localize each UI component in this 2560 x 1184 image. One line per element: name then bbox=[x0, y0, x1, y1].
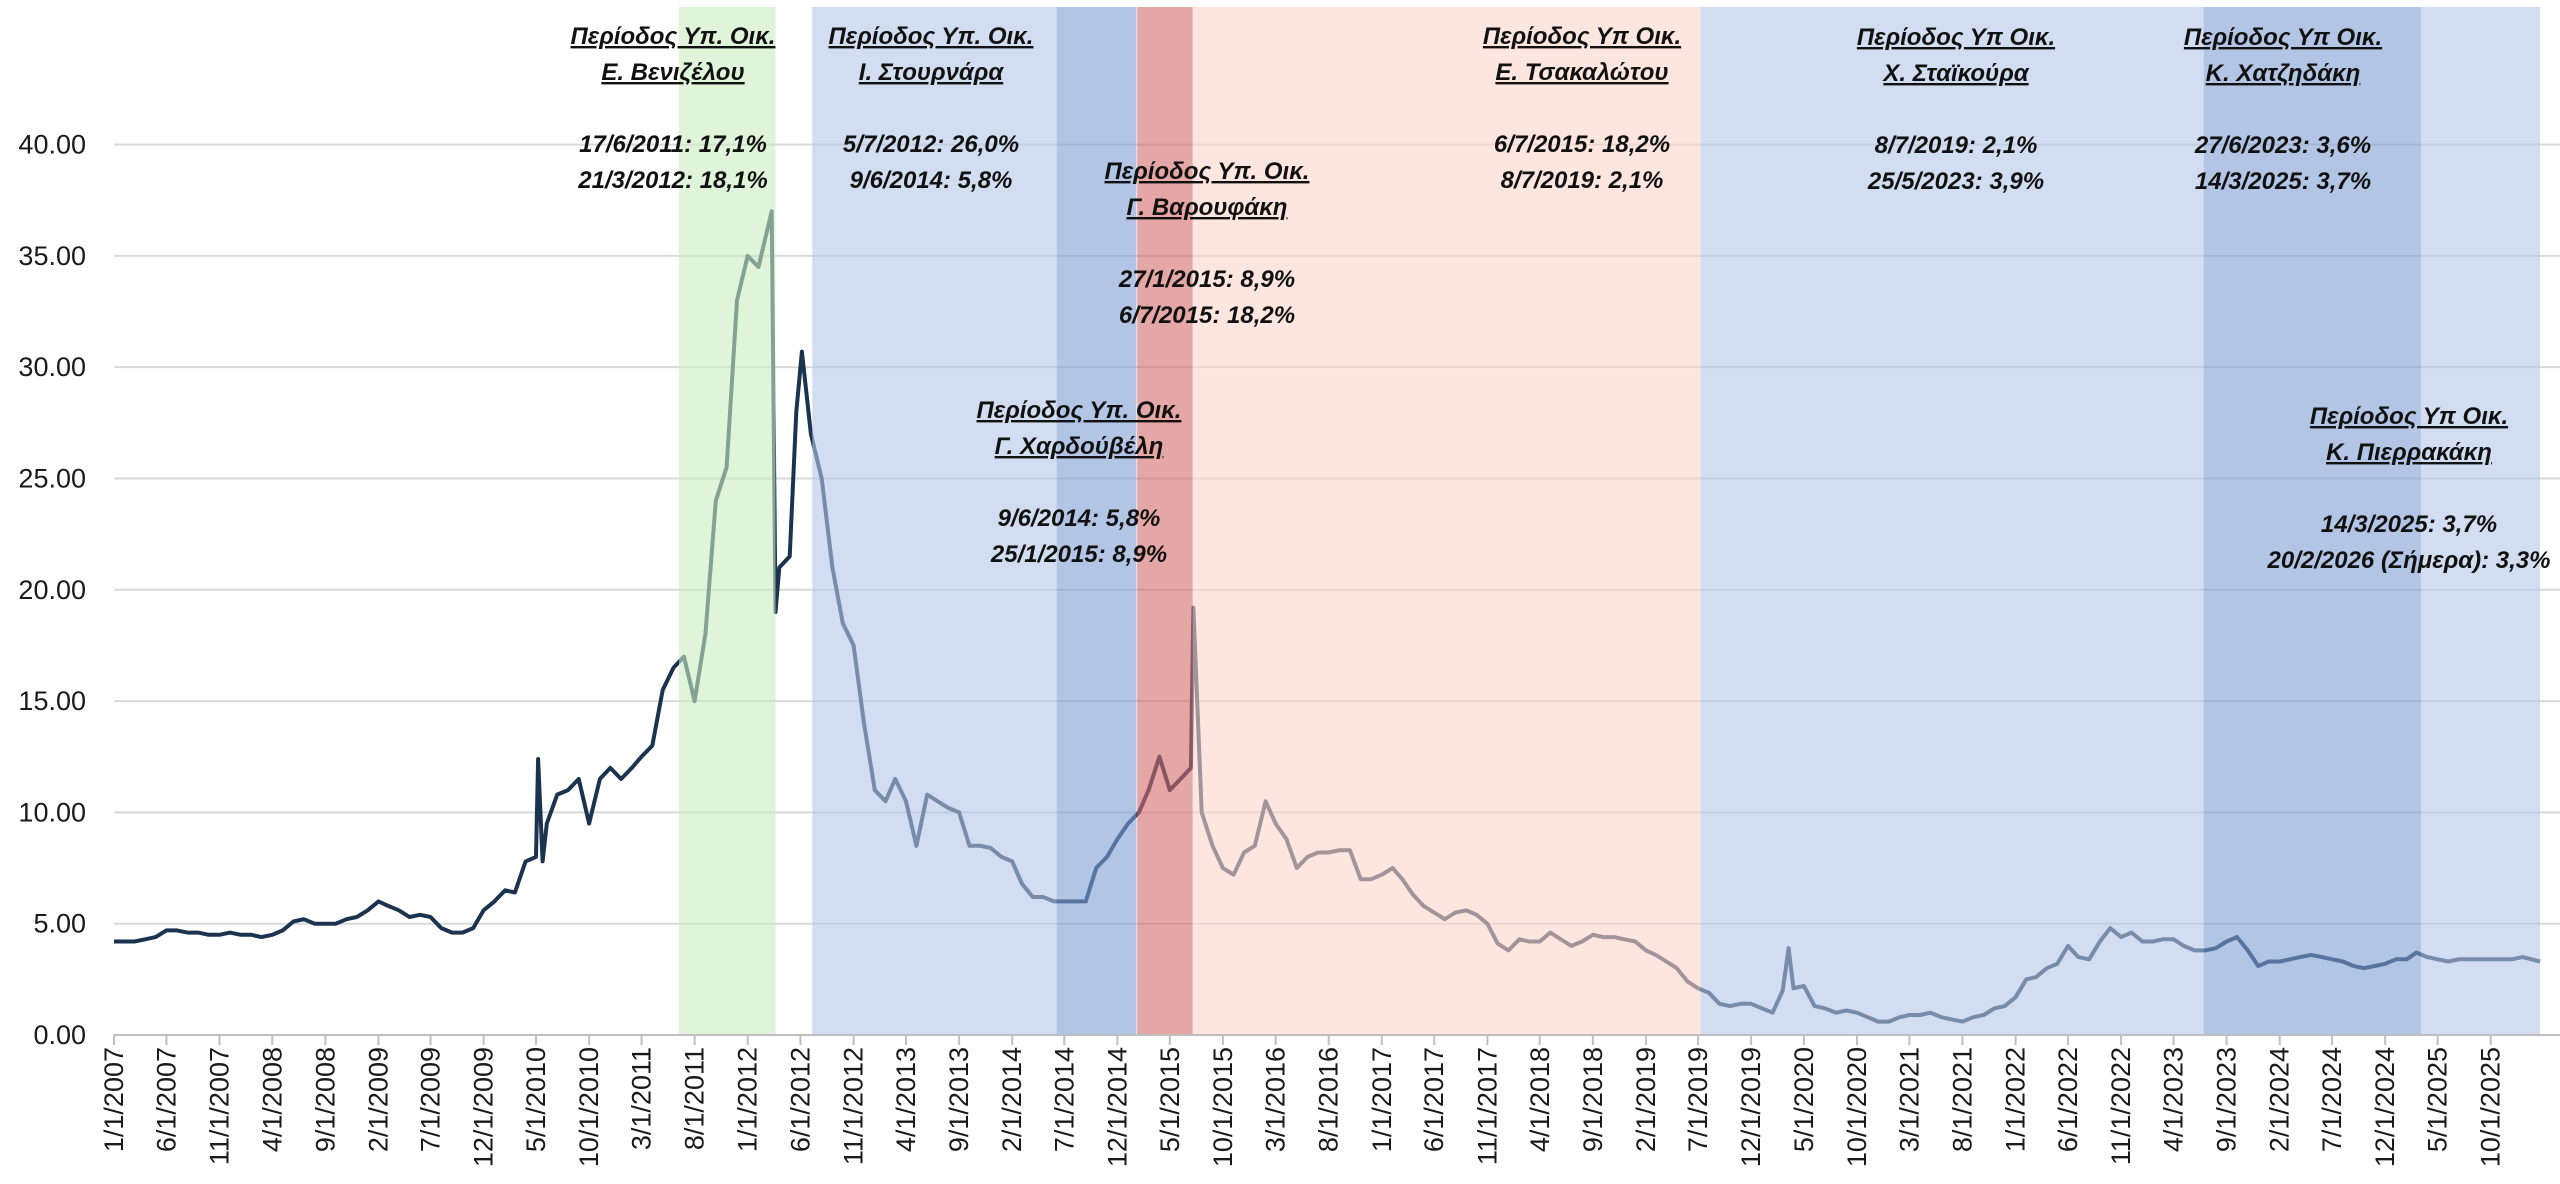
x-tick-label: 5/1/2010 bbox=[521, 1047, 551, 1152]
period-title: Περίοδος Υπ. Οικ. bbox=[571, 23, 776, 50]
x-tick-label: 4/1/2018 bbox=[1525, 1047, 1555, 1152]
period-title: Περίοδος Υπ Οικ. bbox=[1483, 23, 1681, 50]
period-title: Περίοδος Υπ. Οικ. bbox=[1105, 158, 1310, 185]
x-tick-label: 1/1/2022 bbox=[2001, 1047, 2031, 1152]
x-tick-label: 2/1/2024 bbox=[2265, 1047, 2295, 1152]
period-values: 9/6/2014: 5,8% bbox=[998, 505, 1161, 532]
y-tick-label: 15.00 bbox=[18, 686, 86, 716]
x-tick-label: 11/1/2022 bbox=[2106, 1047, 2136, 1165]
period-values: 5/7/2012: 26,0% bbox=[843, 131, 1019, 158]
x-tick-label: 10/1/2015 bbox=[1208, 1047, 1238, 1167]
period-title: Κ. Χατζηδάκη bbox=[2206, 60, 2361, 87]
period-values: 8/7/2019: 2,1% bbox=[1875, 132, 2038, 159]
period-values: 8/7/2019: 2,1% bbox=[1501, 167, 1664, 194]
x-tick-label: 9/1/2023 bbox=[2212, 1047, 2242, 1152]
x-tick-label: 7/1/2019 bbox=[1683, 1047, 1713, 1152]
period-title: Χ. Σταϊκούρα bbox=[1881, 60, 2029, 87]
x-tick-label: 11/1/2012 bbox=[839, 1047, 869, 1165]
period-values: 14/3/2025: 3,7% bbox=[2195, 168, 2371, 195]
x-tick-label: 3/1/2011 bbox=[627, 1047, 657, 1150]
x-tick-label: 12/1/2024 bbox=[2370, 1047, 2400, 1167]
period-title: Ι. Στουρνάρα bbox=[859, 59, 1005, 86]
x-tick-label: 10/1/2025 bbox=[2476, 1047, 2506, 1167]
x-tick-label: 4/1/2013 bbox=[891, 1047, 921, 1152]
period-title: Περίοδος Υπ Οικ. bbox=[2184, 24, 2382, 51]
period-title: Περίοδος Υπ. Οικ. bbox=[977, 397, 1182, 424]
y-tick-label: 35.00 bbox=[18, 241, 86, 271]
period-values: 25/1/2015: 8,9% bbox=[990, 541, 1167, 568]
x-tick-label: 6/1/2012 bbox=[785, 1047, 815, 1152]
x-tick-label: 4/1/2023 bbox=[2158, 1047, 2188, 1152]
x-tick-label: 4/1/2008 bbox=[257, 1047, 287, 1152]
period-title: Γ. Χαρδούβέλη bbox=[995, 433, 1164, 460]
period-values: 21/3/2012: 18,1% bbox=[577, 167, 767, 194]
y-tick-label: 40.00 bbox=[18, 130, 86, 160]
y-tick-label: 0.00 bbox=[33, 1020, 86, 1050]
x-tick-label: 1/1/2017 bbox=[1367, 1047, 1397, 1152]
x-tick-label: 9/1/2013 bbox=[944, 1047, 974, 1152]
period-band bbox=[2203, 7, 2421, 1035]
period-values: 9/6/2014: 5,8% bbox=[850, 167, 1013, 194]
x-tick-label: 7/1/2014 bbox=[1049, 1047, 1079, 1152]
x-tick-label: 8/1/2011 bbox=[680, 1047, 710, 1150]
x-tick-label: 9/1/2018 bbox=[1578, 1047, 1608, 1152]
period-title: Περίοδος Υπ Οικ. bbox=[2310, 403, 2508, 430]
x-tick-label: 6/1/2017 bbox=[1419, 1047, 1449, 1152]
period-title: Ε. Βενιζέλου bbox=[601, 59, 744, 86]
period-band bbox=[812, 7, 1057, 1035]
period-values: 6/7/2015: 18,2% bbox=[1494, 131, 1670, 158]
period-band bbox=[1192, 7, 1701, 1035]
period-values: 14/3/2025: 3,7% bbox=[2321, 511, 2497, 538]
x-tick-label: 1/1/2012 bbox=[733, 1047, 763, 1152]
period-band bbox=[1700, 7, 2204, 1035]
x-tick-label: 7/1/2009 bbox=[416, 1047, 446, 1152]
x-tick-label: 8/1/2021 bbox=[1947, 1047, 1977, 1152]
y-tick-label: 10.00 bbox=[18, 797, 86, 827]
x-tick-label: 10/1/2020 bbox=[1842, 1047, 1872, 1167]
period-band bbox=[1056, 7, 1137, 1035]
y-tick-label: 30.00 bbox=[18, 352, 86, 382]
x-tick-label: 6/1/2007 bbox=[151, 1047, 181, 1152]
period-values: 27/1/2015: 8,9% bbox=[1118, 266, 1295, 293]
x-tick-label: 1/1/2007 bbox=[99, 1047, 129, 1152]
period-band bbox=[2420, 7, 2540, 1035]
period-values: 27/6/2023: 3,6% bbox=[2194, 132, 2371, 159]
period-title: Κ. Πιερρακάκη bbox=[2326, 439, 2492, 466]
x-tick-label: 12/1/2009 bbox=[469, 1047, 499, 1167]
period-values: 6/7/2015: 18,2% bbox=[1119, 302, 1295, 329]
period-values: 20/2/2026 (Σήμερα): 3,3% bbox=[2267, 547, 2551, 574]
x-tick-label: 6/1/2022 bbox=[2053, 1047, 2083, 1152]
y-tick-label: 25.00 bbox=[18, 463, 86, 493]
period-band bbox=[679, 7, 776, 1035]
period-title: Περίοδος Υπ Οικ. bbox=[1857, 24, 2055, 51]
x-tick-label: 2/1/2009 bbox=[363, 1047, 393, 1152]
y-tick-label: 20.00 bbox=[18, 575, 86, 605]
period-values: 25/5/2023: 3,9% bbox=[1867, 168, 2044, 195]
period-title: Ε. Τσακαλώτου bbox=[1495, 59, 1668, 86]
x-tick-label: 2/1/2014 bbox=[997, 1047, 1027, 1152]
x-tick-label: 3/1/2016 bbox=[1261, 1047, 1291, 1152]
period-band bbox=[1137, 7, 1193, 1035]
x-tick-label: 11/1/2007 bbox=[205, 1047, 235, 1165]
y-tick-label: 5.00 bbox=[33, 909, 86, 939]
x-tick-label: 5/1/2015 bbox=[1155, 1047, 1185, 1152]
x-tick-label: 7/1/2024 bbox=[2317, 1047, 2347, 1152]
period-title: Περίοδος Υπ. Οικ. bbox=[829, 23, 1034, 50]
x-tick-label: 12/1/2014 bbox=[1102, 1047, 1132, 1167]
x-tick-label: 12/1/2019 bbox=[1736, 1047, 1766, 1167]
x-tick-label: 2/1/2019 bbox=[1631, 1047, 1661, 1152]
x-tick-label: 3/1/2021 bbox=[1894, 1047, 1924, 1152]
x-tick-label: 9/1/2008 bbox=[310, 1047, 340, 1152]
x-tick-label: 11/1/2017 bbox=[1472, 1047, 1502, 1165]
x-tick-label: 5/1/2025 bbox=[2423, 1047, 2453, 1152]
period-title: Γ. Βαρουφάκη bbox=[1127, 194, 1288, 221]
period-values: 17/6/2011: 17,1% bbox=[579, 131, 767, 158]
x-tick-label: 5/1/2020 bbox=[1789, 1047, 1819, 1152]
x-tick-label: 8/1/2016 bbox=[1314, 1047, 1344, 1152]
x-tick-label: 10/1/2010 bbox=[574, 1047, 604, 1167]
